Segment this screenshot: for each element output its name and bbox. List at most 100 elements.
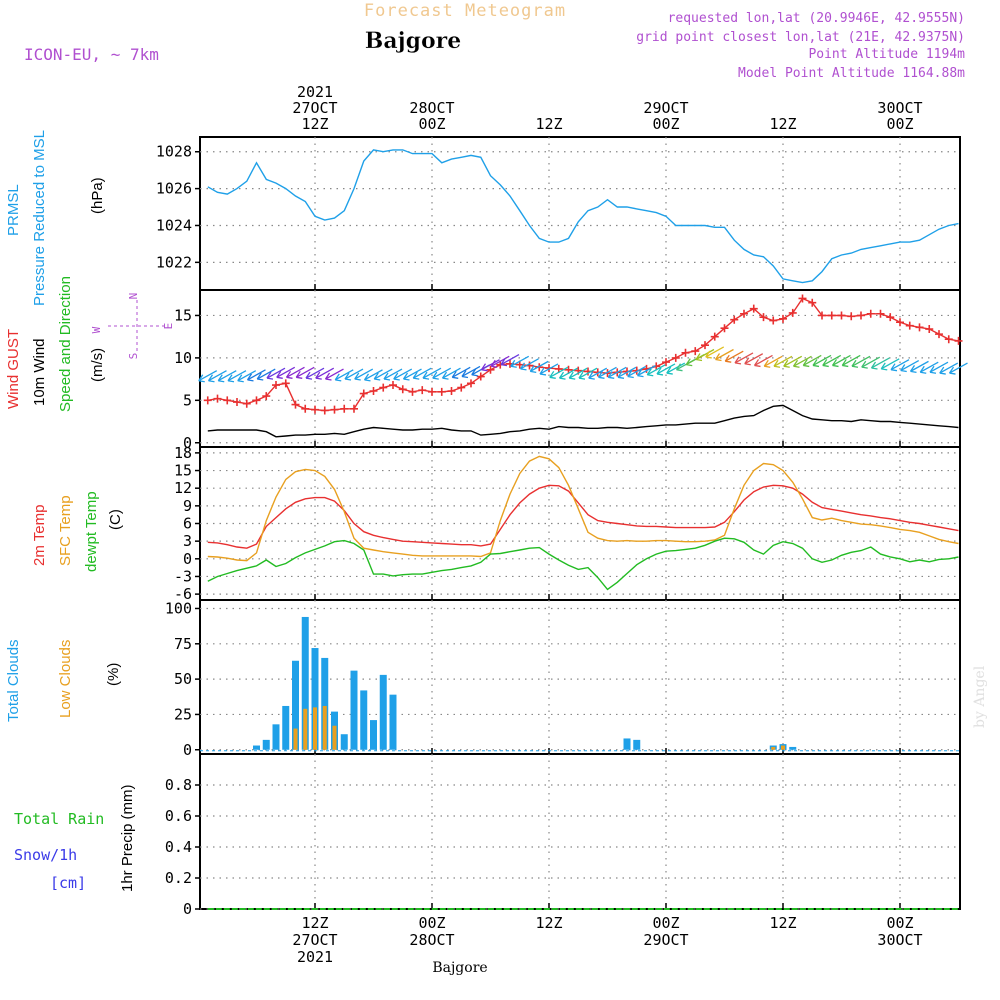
gust-marker	[808, 298, 817, 307]
gust-marker	[759, 313, 768, 322]
wind-arrow	[539, 363, 559, 376]
cloud-bar-low	[322, 705, 327, 750]
gust-marker	[213, 394, 222, 403]
pressure-ylabel: PRMSL	[5, 184, 22, 236]
gust-marker	[866, 309, 875, 318]
precip-side-label: Snow/1h	[14, 846, 77, 864]
y-tick-label: 1022	[156, 253, 192, 271]
wind-arrow	[636, 365, 656, 378]
gust-marker	[730, 315, 739, 324]
wind-arrow	[412, 367, 432, 380]
wind-arrow	[198, 370, 218, 383]
wind-arrow	[783, 355, 803, 368]
y-tick-label: 0	[183, 900, 192, 918]
wind-arrow	[549, 366, 569, 379]
gust-marker	[320, 406, 329, 415]
gust-marker	[710, 332, 719, 341]
cloud-bar-total	[389, 694, 397, 750]
wind-arrow	[900, 359, 920, 373]
gust-marker	[954, 336, 963, 345]
bottom-time-label: 12Z	[301, 914, 328, 932]
gust-marker	[886, 313, 895, 322]
wind10m-line	[207, 404, 959, 438]
t2m-line	[207, 484, 959, 549]
gust-marker	[671, 353, 680, 362]
bottom-time-label: 00Z	[652, 914, 679, 932]
wind-arrow	[841, 354, 861, 368]
gust-marker	[740, 309, 748, 318]
wind-arrow	[422, 367, 442, 380]
gust-marker	[398, 385, 407, 394]
wind-arrow	[705, 346, 725, 359]
bottom-time-label: 28OCT	[409, 931, 454, 949]
wind-arrow	[432, 367, 452, 380]
gust-marker	[798, 294, 807, 303]
wind-arrow	[656, 363, 676, 376]
wind-frame	[199, 289, 961, 448]
cloud-bar-low	[313, 707, 317, 750]
cloud-bar-low	[303, 708, 308, 750]
wind-arrow	[812, 354, 832, 368]
wind-arrow	[441, 367, 461, 380]
gust-marker	[944, 335, 953, 344]
cloud-bar-total	[301, 616, 309, 750]
wind-arrow	[285, 366, 305, 379]
wind-arrow	[578, 367, 598, 380]
temperature-ylabel: 2m Temp	[31, 505, 48, 566]
y-tick-label: 50	[174, 670, 192, 688]
precip-frame	[199, 753, 961, 910]
cloud-bar-total	[321, 657, 329, 750]
cloud-bar-low	[293, 728, 298, 750]
wind-arrow	[266, 367, 286, 380]
cloud-bar-total	[789, 746, 797, 750]
cloud-bar-total	[311, 648, 319, 750]
cloud-bar-low	[781, 745, 785, 750]
dewpt-line	[207, 537, 959, 591]
gust-marker	[827, 311, 836, 320]
gust-marker	[437, 387, 446, 396]
clouds-ylabel: Low Clouds	[57, 640, 74, 718]
wind-arrow	[324, 368, 344, 381]
gust-marker	[769, 316, 778, 325]
wind-arrow	[237, 370, 257, 383]
wind-compass: W E N S	[90, 293, 175, 360]
wind-arrow	[890, 359, 910, 372]
wind-arrow	[880, 358, 900, 371]
cloud-bar-total	[623, 738, 631, 750]
gust-marker	[233, 398, 241, 407]
y-tick-label: 0	[183, 741, 192, 759]
gust-marker	[876, 309, 885, 318]
cloud-bar-total	[340, 734, 348, 750]
wind-arrow	[909, 360, 929, 374]
temperature-ylabel: SFC Temp	[57, 495, 74, 566]
gust-marker	[486, 365, 495, 374]
wind-arrow	[646, 364, 666, 377]
wind-arrow	[792, 355, 812, 368]
y-tick-label: 0	[183, 434, 192, 452]
bottom-time-label: 12Z	[769, 914, 796, 932]
wind-arrow	[734, 352, 754, 365]
model-label: ICON-EU, ~ 7km	[24, 45, 159, 64]
wind-arrow	[831, 354, 851, 368]
wind-arrow	[948, 362, 968, 375]
top-time-label: 28OCT	[409, 99, 454, 117]
y-tick-label: 0.2	[165, 869, 192, 887]
y-tick-label: -6	[174, 585, 192, 603]
gust-marker	[428, 387, 436, 396]
precip-ylabel: 1hr Precip (mm)	[119, 784, 136, 892]
top-time-label: 12Z	[535, 115, 562, 133]
cloud-bar-total	[292, 660, 299, 750]
y-tick-label: -3	[174, 567, 192, 585]
top-time-label: 2021	[297, 83, 333, 101]
y-tick-label: 0.4	[165, 838, 192, 856]
y-tick-label: 0.8	[165, 776, 192, 794]
wind-arrow	[627, 365, 647, 379]
cloud-bar-total	[282, 705, 290, 750]
bottom-time-label: 27OCT	[292, 931, 337, 949]
cloud-bar-total	[633, 739, 641, 750]
top-time-label: 30OCT	[877, 99, 922, 117]
gust-marker	[847, 312, 856, 321]
wind-arrow	[763, 355, 783, 368]
panel-y-labels: PRMSL Pressure Reduced to MSL (hPa) Wind GU…	[5, 130, 175, 892]
